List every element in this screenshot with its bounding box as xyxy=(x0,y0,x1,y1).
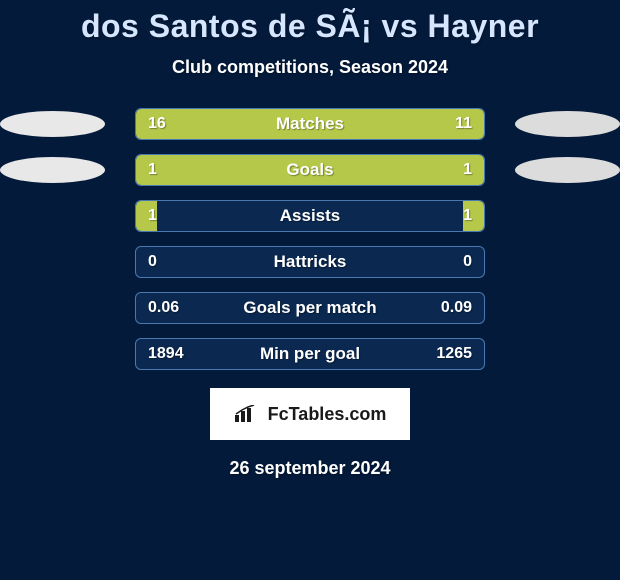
stat-row: 1894 Min per goal 1265 xyxy=(0,338,620,370)
stat-row: 16 Matches 11 xyxy=(0,108,620,140)
player-left-ellipse xyxy=(0,157,105,183)
page-title: dos Santos de SÃ¡ vs Hayner xyxy=(0,8,620,45)
stat-value-left: 1 xyxy=(148,207,157,225)
stat-label: Matches xyxy=(276,114,344,134)
logo-text: FcTables.com xyxy=(268,404,387,425)
subtitle: Club competitions, Season 2024 xyxy=(0,57,620,78)
player-right-ellipse xyxy=(515,111,620,137)
logo-chart-icon xyxy=(234,405,262,423)
stat-bar: 1894 Min per goal 1265 xyxy=(135,338,485,370)
player-right-ellipse xyxy=(515,157,620,183)
player-left-ellipse xyxy=(0,111,105,137)
stat-label: Assists xyxy=(280,206,340,226)
stat-bar: 0.06 Goals per match 0.09 xyxy=(135,292,485,324)
stat-rows: 16Matches111Goals11Assists10Hattricks00.… xyxy=(0,108,620,370)
stat-value-left: 16 xyxy=(148,115,166,133)
stat-label: Min per goal xyxy=(260,344,360,364)
stat-bar: 1 Goals 1 xyxy=(135,154,485,186)
stat-bar: 16 Matches 11 xyxy=(135,108,485,140)
bar-fill-left xyxy=(136,155,310,185)
stat-label: Goals xyxy=(286,160,333,180)
stat-row: 0 Hattricks 0 xyxy=(0,246,620,278)
stat-value-right: 1 xyxy=(463,207,472,225)
footer-date: 26 september 2024 xyxy=(0,458,620,479)
stat-value-right: 1265 xyxy=(436,345,472,363)
bar-fill-right xyxy=(310,155,484,185)
stat-value-left: 0 xyxy=(148,253,157,271)
stat-value-right: 0.09 xyxy=(441,299,472,317)
stat-value-left: 1 xyxy=(148,161,157,179)
stat-bar: 1 Assists 1 xyxy=(135,200,485,232)
stat-row: 0.06 Goals per match 0.09 xyxy=(0,292,620,324)
stat-value-right: 0 xyxy=(463,253,472,271)
stat-row: 1 Goals 1 xyxy=(0,154,620,186)
stat-label: Hattricks xyxy=(274,252,347,272)
stat-bar: 0 Hattricks 0 xyxy=(135,246,485,278)
stat-label: Goals per match xyxy=(243,298,376,318)
stat-row: 1 Assists 1 xyxy=(0,200,620,232)
stat-value-left: 1894 xyxy=(148,345,184,363)
logo-badge: FcTables.com xyxy=(210,388,410,440)
stat-value-left: 0.06 xyxy=(148,299,179,317)
stat-value-right: 11 xyxy=(455,115,472,133)
stat-value-right: 1 xyxy=(463,161,472,179)
comparison-infographic: dos Santos de SÃ¡ vs Hayner Club competi… xyxy=(0,0,620,580)
